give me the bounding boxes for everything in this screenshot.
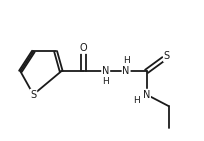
Text: N: N [102,66,109,76]
Text: S: S [164,51,170,61]
Text: S: S [30,90,37,100]
Text: H: H [102,77,109,86]
Text: O: O [80,43,87,53]
Text: H: H [123,56,130,65]
Text: N: N [122,66,130,76]
Text: H: H [133,96,140,105]
Text: N: N [143,90,150,100]
